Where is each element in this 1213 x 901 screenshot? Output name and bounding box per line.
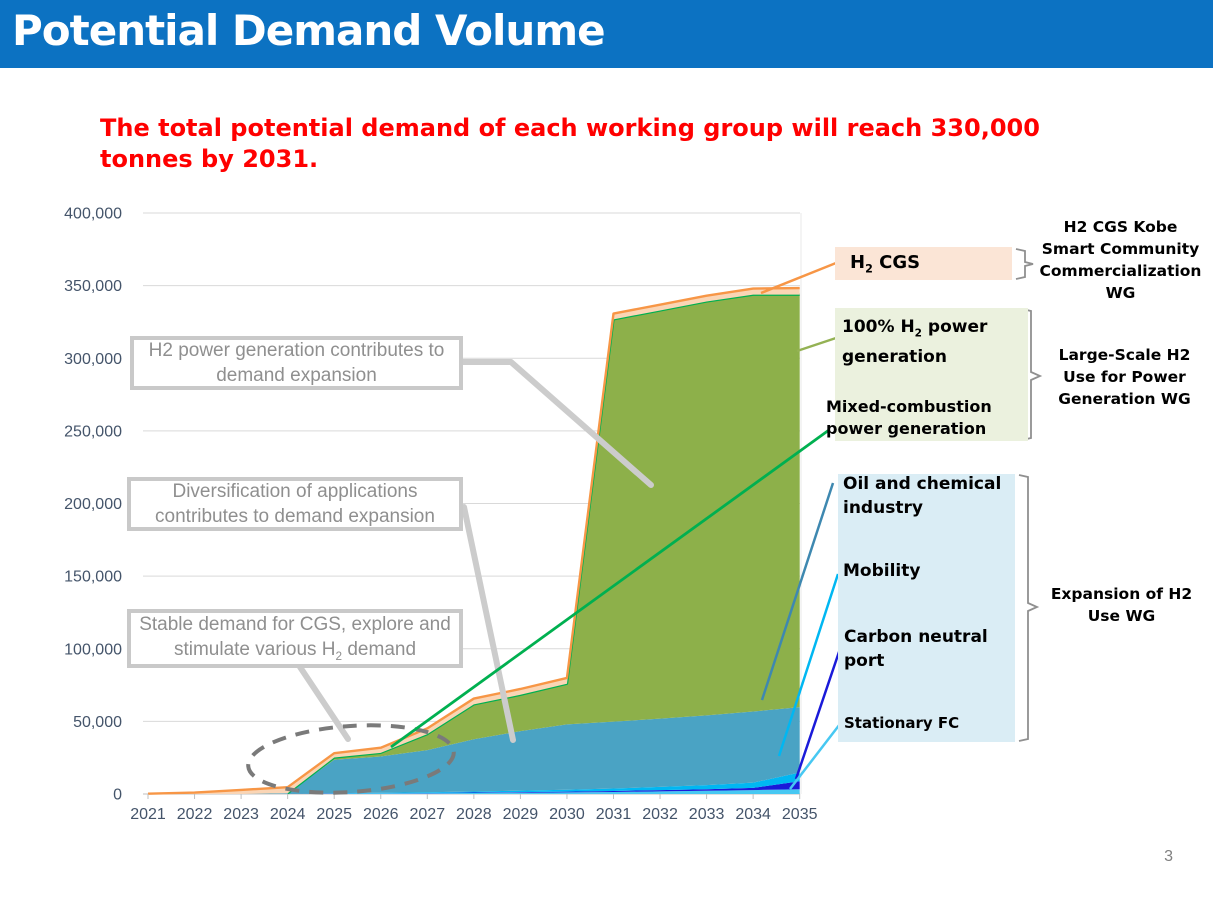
legend-100pct-h2-power: 100% H2 power generation — [842, 317, 988, 368]
x-axis-label: 2034 — [735, 806, 771, 823]
edge-h2-cgs — [147, 286, 800, 795]
chart-plot-area: 0 50,000 100,000 150,000 200,000 250,000 300,0… — [64, 206, 817, 824]
expansion-legend-box — [838, 474, 1015, 742]
y-axis-label: 400,000 — [64, 206, 122, 223]
x-axis-label: 2035 — [782, 806, 818, 823]
y-axis-label: 150,000 — [64, 569, 122, 586]
power100-leader-line — [796, 336, 837, 353]
mixed-combustion-leader-line — [390, 428, 830, 749]
callout1-text: H2 power generation contributes to deman… — [148, 339, 445, 386]
page-number: 3 — [1164, 848, 1173, 865]
callout-stable-demand: Stable demand for CGS, explore and stimu… — [127, 609, 463, 668]
x-axis-label: 2024 — [270, 806, 306, 823]
cgs-legend-box — [835, 247, 1012, 280]
x-axis-label: 2026 — [363, 806, 399, 823]
callout-diversification: Diversification of applications contribu… — [127, 477, 463, 531]
legend-carbon-neutral-port: Carbon neutral port — [844, 627, 988, 671]
chart-annotations — [246, 248, 1043, 795]
x-axis-label: 2029 — [503, 806, 539, 823]
page-title: Potential Demand Volume — [12, 6, 606, 55]
callout1-leader-line — [460, 359, 654, 488]
x-axis-label: 2033 — [689, 806, 725, 823]
area-mobility — [148, 772, 800, 794]
y-axis-label: 300,000 — [64, 351, 122, 368]
area-stationary-fc — [148, 789, 800, 794]
legend-oil-chemical: Oil and chemical industry — [843, 474, 1002, 518]
key-message-line1: The total potential demand of each worki… — [100, 114, 1040, 142]
callout2-leader-line — [461, 504, 516, 743]
callout-h2-power-generation: H2 power generation contributes to deman… — [130, 336, 463, 390]
legend-h2-cgs: H2 CGS — [850, 252, 921, 276]
emphasis-ellipse — [246, 723, 456, 795]
power-generation-legend-box — [835, 308, 1028, 441]
oil-chemical-leader-line — [760, 482, 835, 701]
y-axis-label: 250,000 — [64, 423, 122, 440]
area-h2-power-generation — [148, 294, 800, 794]
expansion-wg-bracket — [1018, 474, 1040, 742]
x-axis-label: 2027 — [410, 806, 446, 823]
x-axis-label: 2030 — [549, 806, 585, 823]
stationary-fc-leader-line — [789, 723, 841, 790]
y-axis-label: 350,000 — [64, 278, 122, 295]
area-carbon-neutral-port — [148, 781, 800, 794]
cgs-wg-bracket — [1015, 248, 1034, 280]
callout3-leader-line — [297, 664, 351, 742]
key-message-line2: tonnes by 2031. — [100, 145, 319, 173]
power-wg-bracket — [1021, 308, 1043, 441]
key-message: The total potential demand of each worki… — [100, 113, 1180, 175]
legend-mobility: Mobility — [843, 561, 921, 581]
x-axis-label: 2032 — [642, 806, 678, 823]
wg-label-cgs-kobe: H2 CGS Kobe Smart Community Commercializ… — [1039, 218, 1202, 302]
x-axis-label: 2031 — [596, 806, 632, 823]
carbon-port-leader-line — [794, 648, 842, 780]
y-axis-label: 0 — [113, 787, 122, 804]
area-oil-and-chemical-industry — [148, 707, 800, 794]
x-axis-label: 2025 — [316, 806, 352, 823]
callout2-text: Diversification of applications contribu… — [155, 480, 435, 527]
x-axis-label: 2028 — [456, 806, 492, 823]
wg-label-large-scale-power: Large-Scale H2 Use for Power Generation … — [1058, 346, 1191, 408]
x-axis-label: 2023 — [223, 806, 259, 823]
y-axis-label: 50,000 — [73, 714, 122, 731]
header-bar: Potential Demand Volume — [0, 0, 1213, 68]
x-axis-label: 2022 — [177, 806, 213, 823]
legend-mixed-combustion: Mixed-combustion power generation — [826, 397, 992, 438]
wg-label-expansion: Expansion of H2 Use WG — [1050, 585, 1193, 625]
h2cgs-leader-line — [760, 261, 837, 295]
x-axis-label: 2021 — [130, 806, 166, 823]
y-axis-label: 100,000 — [64, 641, 122, 658]
legend-stationary-fc: Stationary FC — [844, 714, 960, 732]
mobility-leader-line — [777, 573, 840, 757]
callout3-text: Stable demand for CGS, explore and stimu… — [139, 614, 451, 664]
y-axis-label: 200,000 — [64, 496, 122, 513]
